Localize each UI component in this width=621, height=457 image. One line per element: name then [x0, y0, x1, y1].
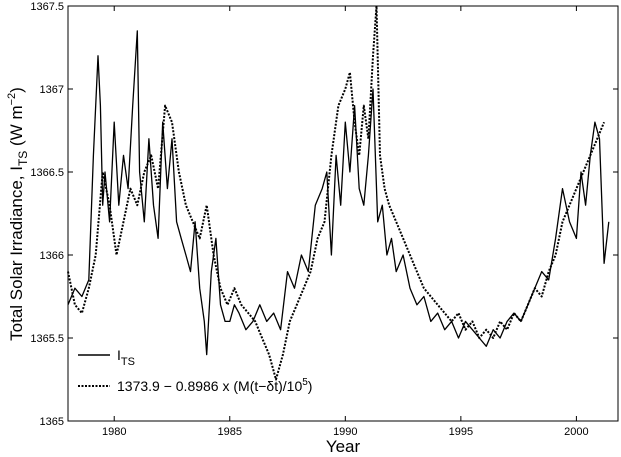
- y-ticks: 1365 1365.5 1366 1366.5 1367 1367.5: [30, 1, 618, 428]
- legend: ITS 1373.9 − 0.8986 x (M(t−δt)/105): [78, 347, 312, 394]
- plot-frame: [67, 5, 619, 422]
- y-axis-title-units-close: ): [7, 87, 26, 93]
- y-tick-label: 1365.5: [30, 333, 64, 345]
- series-its-line: [67, 30, 610, 356]
- x-axis-title: Year: [326, 437, 361, 456]
- x-ticks: 1980 1985 1990 1995 2000: [102, 6, 589, 438]
- y-tick-label: 1366: [40, 250, 64, 262]
- legend-its-label: ITS: [117, 347, 135, 368]
- x-tick-label: 1990: [333, 426, 357, 438]
- y-axis-title-units: (W m: [7, 105, 26, 150]
- legend-model-label: 1373.9 − 0.8986 x (M(t−δt)/105): [117, 377, 312, 394]
- y-tick-label: 1367: [40, 84, 64, 96]
- y-axis-title-sub: TS: [16, 151, 30, 166]
- y-axis-title-units-sup: −2: [6, 93, 18, 106]
- y-axis-title: Total Solar Irradiance, ITS (W m−2): [6, 87, 30, 341]
- x-tick-label: 1995: [449, 426, 473, 438]
- y-tick-label: 1366.5: [30, 167, 64, 179]
- x-tick-label: 1980: [102, 426, 126, 438]
- y-axis-title-main: Total Solar Irradiance, I: [7, 166, 26, 341]
- x-tick-label: 1985: [218, 426, 242, 438]
- y-tick-label: 1367.5: [30, 1, 64, 13]
- series-model-line: [67, 5, 606, 381]
- series-layer: [67, 5, 610, 381]
- x-tick-label: 2000: [564, 426, 588, 438]
- y-tick-label: 1365: [40, 416, 64, 428]
